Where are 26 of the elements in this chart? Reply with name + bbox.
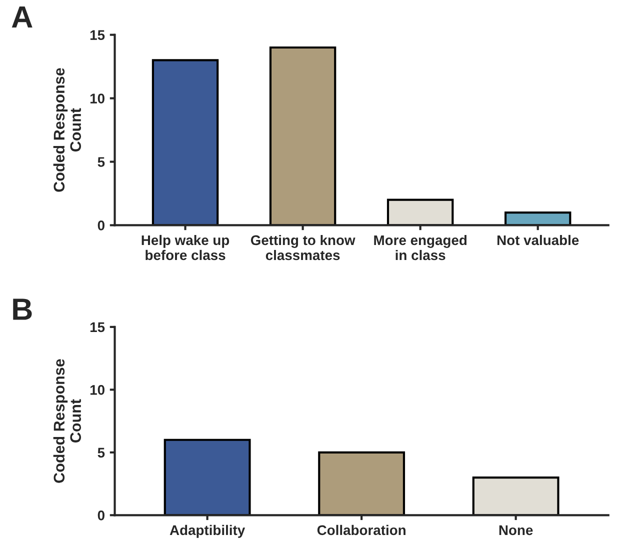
x-tick-label: Adaptibility: [170, 524, 246, 538]
x-tick-label: Collaboration: [317, 524, 406, 536]
x-tick-label: None: [499, 525, 533, 536]
x-tick-label: More engaged in class: [374, 234, 466, 260]
y-tick-label: 0: [98, 510, 104, 520]
bar: [164, 438, 251, 516]
bar: [152, 59, 219, 226]
y-tick-label: 10: [90, 94, 104, 104]
y-tick-label: 0: [98, 220, 104, 230]
y-tick-label: 5: [98, 157, 105, 167]
x-tick-label: Getting to know classmates: [250, 234, 356, 260]
y-tick-label: 5: [98, 448, 105, 458]
x-tick-label: Help wake up before class: [142, 234, 230, 260]
y-axis-title: Coded Response Count: [53, 359, 82, 483]
bar: [472, 476, 560, 516]
bar: [386, 198, 454, 226]
y-tick-label: 15: [90, 30, 105, 40]
x-tick-label: Not valuable: [497, 234, 579, 246]
y-axis-title: Coded Response Count: [53, 68, 82, 192]
bar: [504, 211, 572, 226]
bar: [318, 451, 406, 516]
chart-title: A: [12, 6, 32, 28]
y-tick-label: 10: [90, 385, 104, 395]
bar: [269, 46, 336, 226]
chart-title: B: [13, 298, 32, 320]
y-tick-label: 15: [90, 322, 105, 332]
